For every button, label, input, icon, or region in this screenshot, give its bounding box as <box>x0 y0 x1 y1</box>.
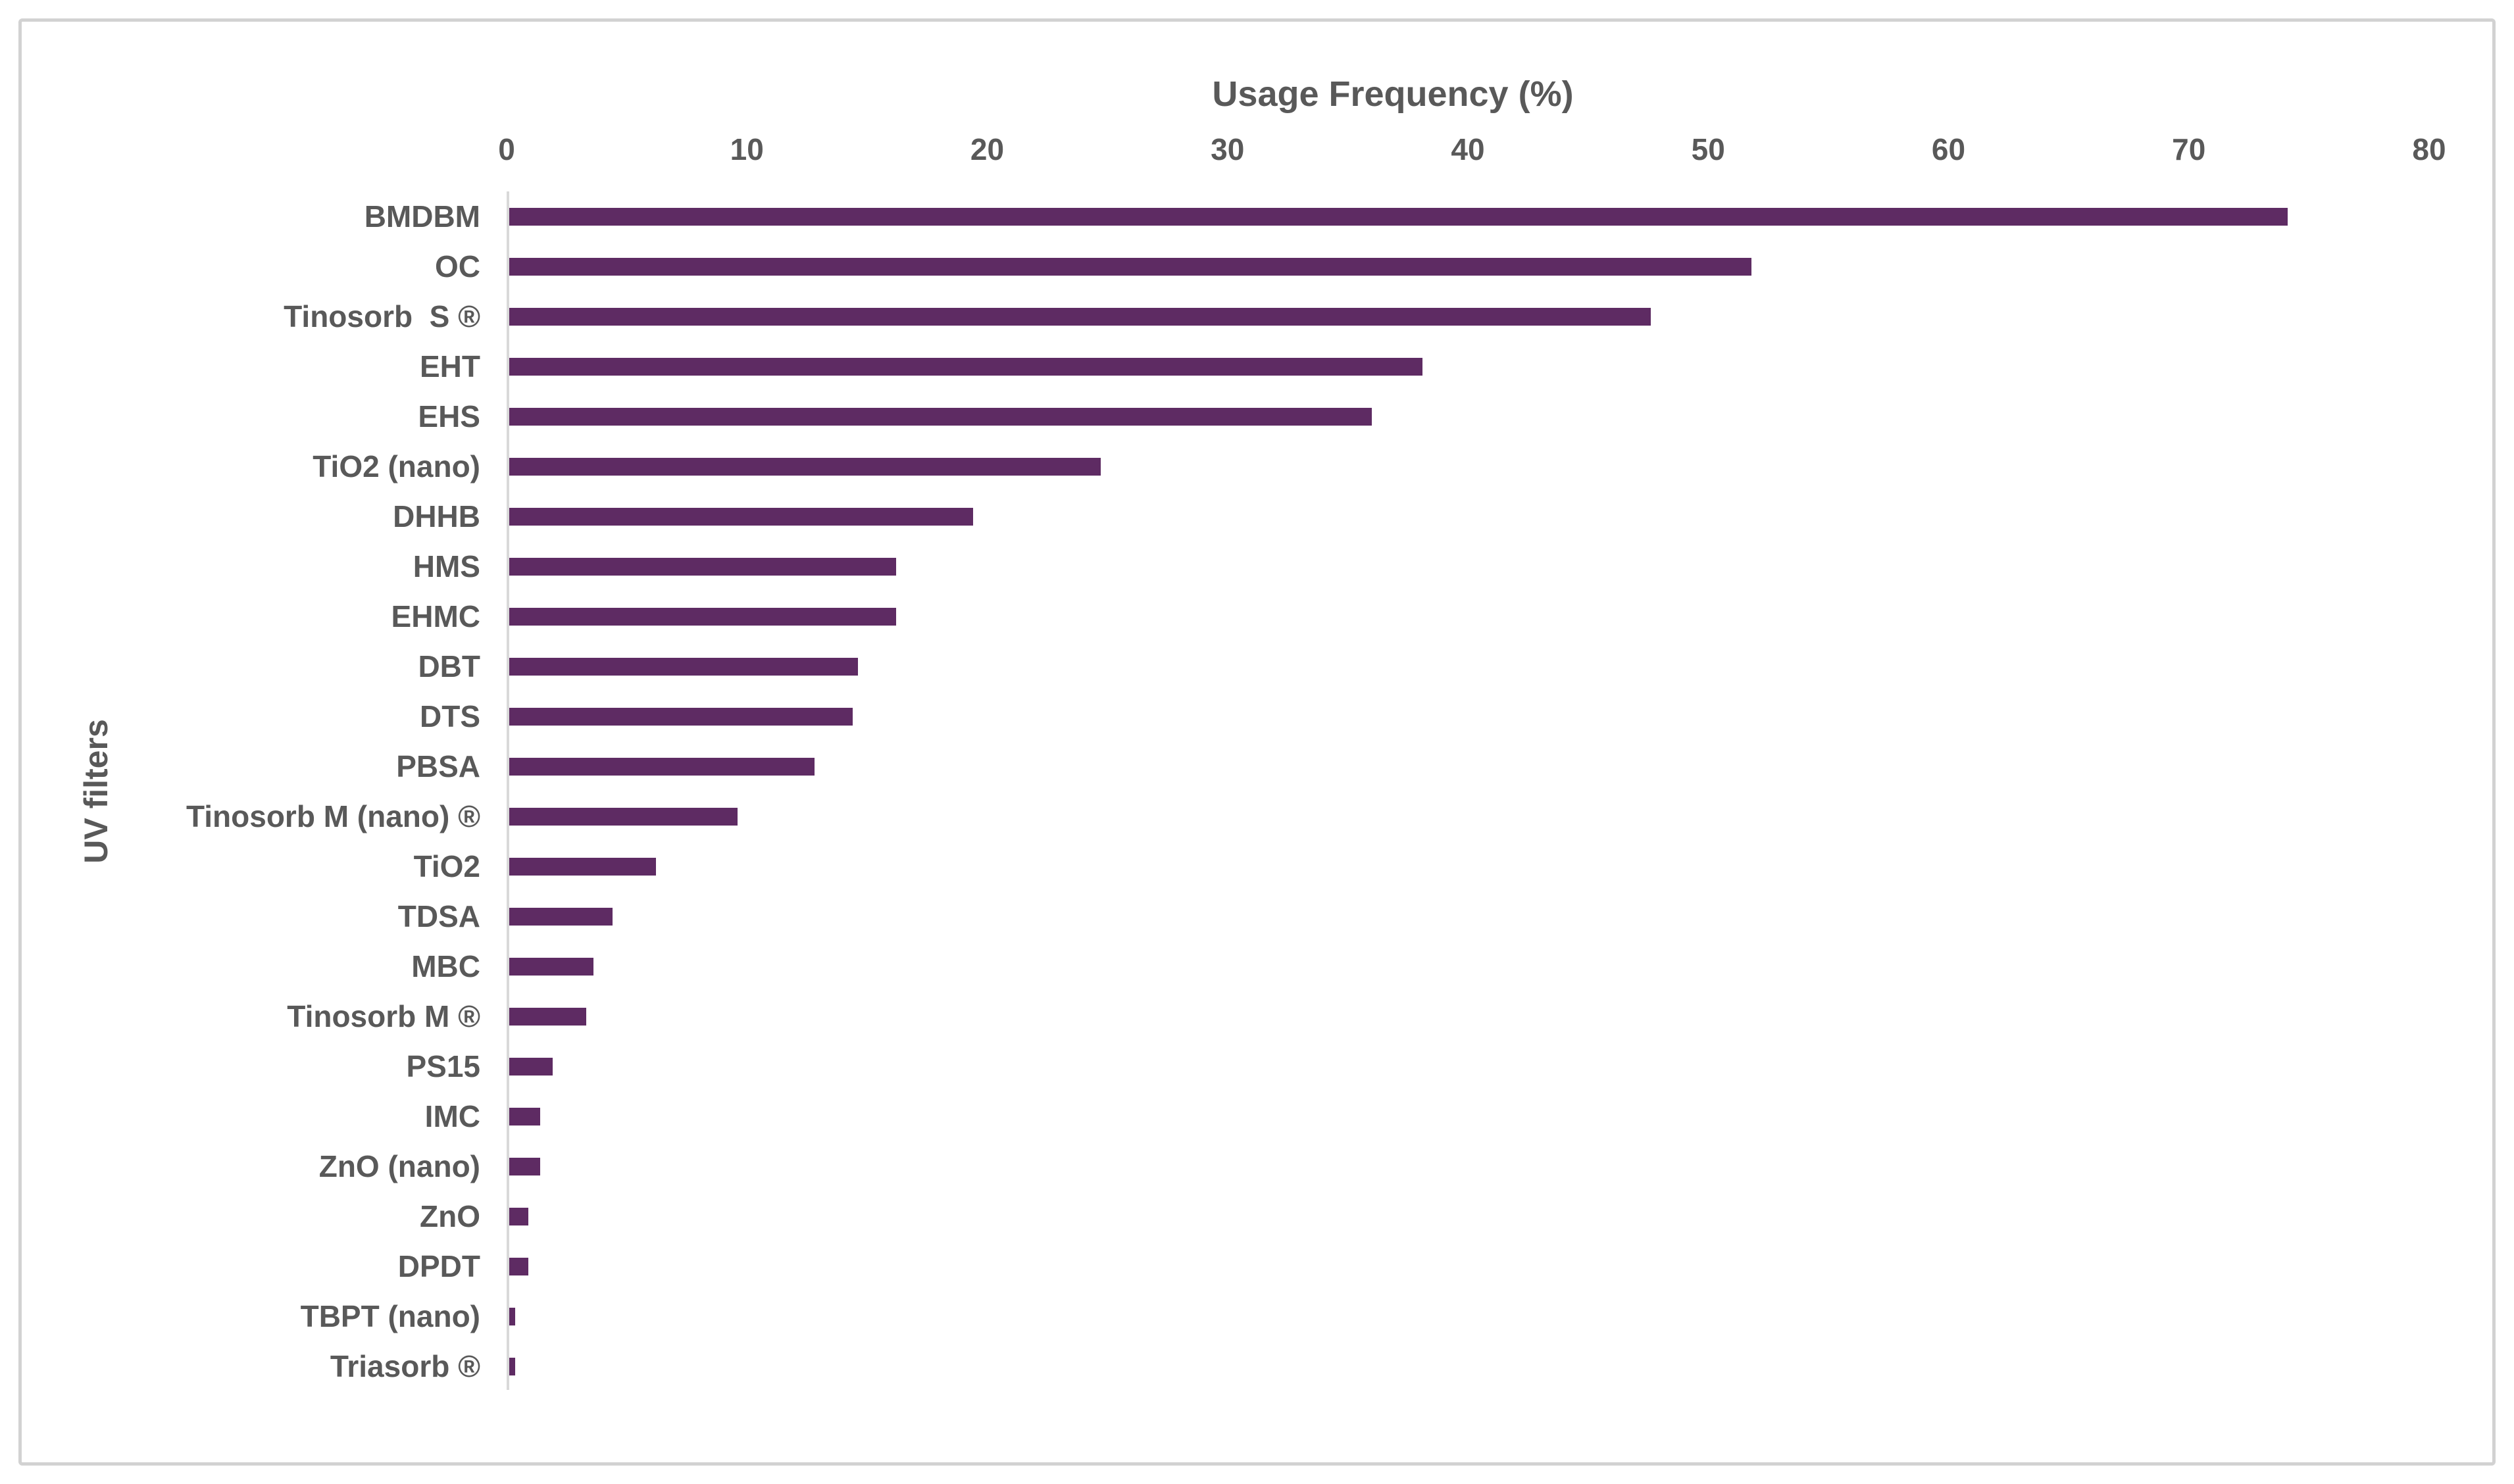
category-label: TDSA <box>397 899 480 933</box>
bar <box>509 457 1101 476</box>
category-label: BMDBM <box>364 199 480 234</box>
bar <box>509 1107 540 1125</box>
category-label: MBC <box>411 949 480 983</box>
bar <box>509 1307 515 1325</box>
bar <box>509 1157 540 1175</box>
category-label: Tinosorb M ® <box>287 999 480 1033</box>
bar <box>509 557 896 576</box>
category-label: TBPT (nano) <box>300 1299 480 1333</box>
bar <box>509 1007 586 1026</box>
category-label: Tinosorb S ® <box>284 299 480 334</box>
category-label: HMS <box>413 549 480 583</box>
category-label: EHS <box>418 399 480 433</box>
category-label: TiO2 <box>413 849 480 883</box>
category-label: ZnO (nano) <box>318 1149 480 1183</box>
x-tick-label: 80 <box>2412 132 2446 166</box>
category-label: EHT <box>420 349 480 383</box>
bar <box>509 307 1651 326</box>
x-tick-label: 60 <box>1931 132 1966 166</box>
bar <box>509 807 738 826</box>
bar <box>509 657 858 676</box>
x-tick-label: 70 <box>2172 132 2206 166</box>
bar <box>509 957 593 976</box>
bar <box>509 1057 553 1076</box>
x-tick-label: 10 <box>730 132 764 166</box>
category-label: PS15 <box>406 1049 480 1083</box>
x-tick-label: 50 <box>1691 132 1725 166</box>
figure-border <box>18 18 2496 1466</box>
bar <box>509 357 1422 376</box>
category-label: OC <box>435 249 480 284</box>
x-tick-label: 30 <box>1211 132 1245 166</box>
category-label: Tinosorb M (nano) ® <box>186 799 480 833</box>
x-tick-label: 0 <box>498 132 515 166</box>
x-tick-label: 40 <box>1451 132 1485 166</box>
category-label: DHHB <box>393 499 480 533</box>
bar <box>509 1357 515 1375</box>
bar <box>509 407 1372 426</box>
x-axis-title: Usage Frequency (%) <box>1212 74 1574 114</box>
bar <box>509 1257 528 1275</box>
bar <box>509 1207 528 1225</box>
category-label: ZnO <box>420 1199 480 1233</box>
bar <box>509 907 613 926</box>
category-label: Triasorb ® <box>330 1349 480 1383</box>
category-label: EHMC <box>391 599 480 633</box>
bar <box>509 857 656 876</box>
y-axis-line <box>507 191 509 1390</box>
category-label: DBT <box>418 649 480 683</box>
bar <box>509 707 853 726</box>
category-label: IMC <box>424 1099 480 1133</box>
bar <box>509 257 1751 276</box>
x-tick-label: 20 <box>970 132 1005 166</box>
category-label: DTS <box>420 699 480 733</box>
bar <box>509 507 973 526</box>
bar <box>509 757 815 776</box>
bar <box>509 607 896 626</box>
category-label: PBSA <box>396 749 480 783</box>
category-label: DPDT <box>397 1249 480 1283</box>
bar <box>509 207 2288 226</box>
category-label: TiO2 (nano) <box>313 449 480 483</box>
